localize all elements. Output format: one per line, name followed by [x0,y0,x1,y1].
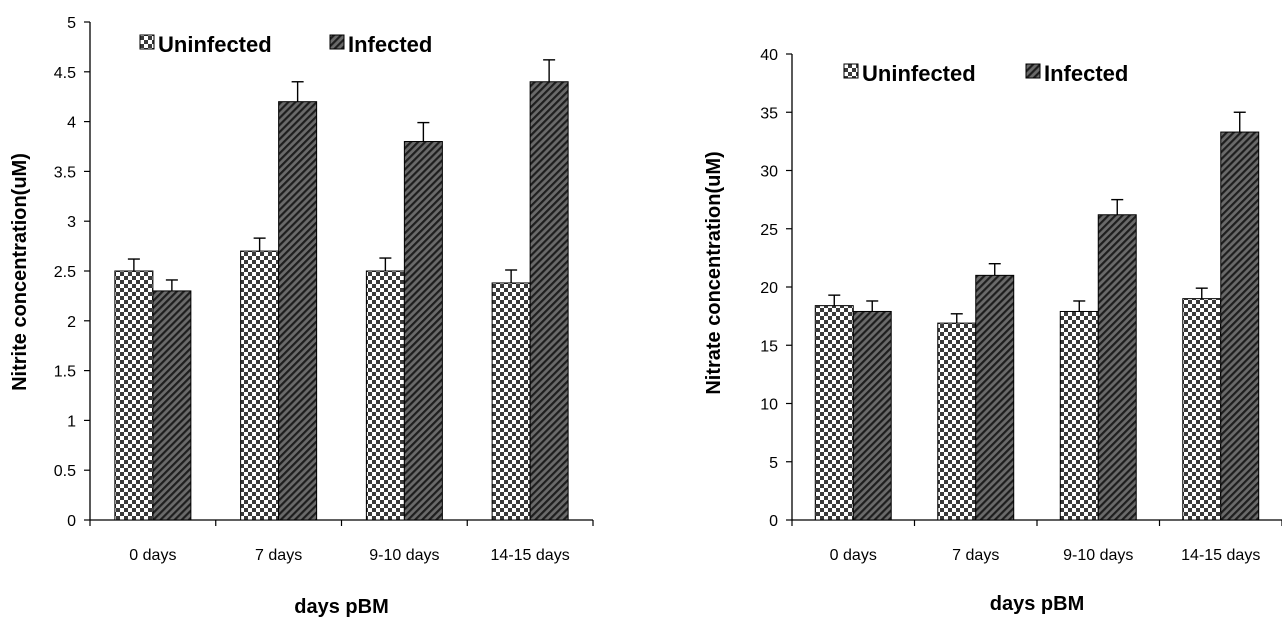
y-tick-label: 4.5 [54,65,76,82]
y-axis-title: Nitrite concentration(uM) [9,153,31,391]
bar-uninfected-2 [365,270,405,521]
y-tick-label: 4 [67,115,76,132]
legend-swatch-uninfected [139,34,155,50]
bar-uninfected-3 [1182,298,1222,521]
bar-uninfected-1 [937,322,977,521]
y-tick-label: 0.5 [54,463,76,480]
bar-uninfected-3 [491,282,531,521]
bar-infected-3 [529,81,569,521]
y-tick-label: 2 [67,314,76,331]
y-tick-label: 10 [760,397,778,414]
legend-label-infected: Infected [1044,61,1128,86]
y-tick-label: 15 [760,338,778,355]
legend-label-infected: Infected [348,32,432,57]
x-tick-label: 0 days [129,547,176,564]
bar-infected-0 [152,290,192,521]
bar-infected-2 [1097,214,1137,521]
bar-infected-1 [278,101,318,521]
y-tick-label: 3 [67,214,76,231]
y-tick-label: 3.5 [54,164,76,181]
legend-swatch-uninfected [843,63,859,79]
bar-uninfected-0 [814,305,854,521]
x-axis-title: days pBM [294,596,388,618]
bar-infected-0 [852,310,892,521]
x-tick-label: 7 days [952,547,999,564]
y-tick-label: 0 [769,513,778,530]
legend-label-uninfected: Uninfected [158,32,272,57]
y-tick-label: 35 [760,105,778,122]
y-tick-label: 2.5 [54,264,76,281]
bar-uninfected-1 [240,250,280,521]
bar-uninfected-0 [114,270,154,521]
x-tick-label: 14-15 days [1181,547,1260,564]
x-tick-label: 0 days [830,547,877,564]
y-tick-label: 25 [760,222,778,239]
y-axis-title: Nitrate concentration(uM) [703,151,725,394]
y-tick-label: 0 [67,513,76,530]
nitrite-chart: 0 0.5 1 1.5 2 2.5 3 3.5 4 4.5 5 0 days 7 days 9-10 da… [9,15,594,618]
bar-infected-3 [1220,131,1260,521]
x-tick-label: 9-10 days [1063,547,1133,564]
legend-label-uninfected: Uninfected [862,61,976,86]
y-tick-label: 1.5 [54,364,76,381]
bar-infected-1 [975,274,1015,521]
y-tick-label: 40 [760,47,778,64]
x-tick-label: 14-15 days [491,547,570,564]
y-tick-label: 20 [760,280,778,297]
bar-infected-2 [403,141,443,521]
nitrate-chart: 0 5 10 15 20 25 30 35 40 0 days 7 days 9-10 days 14-… [703,47,1282,615]
legend-swatch-infected [1025,63,1041,79]
bar-uninfected-2 [1059,310,1099,521]
legend-swatch-infected [329,34,345,50]
x-tick-label: 7 days [255,547,302,564]
y-tick-label: 5 [67,15,76,32]
x-axis-title: days pBM [990,593,1084,615]
x-tick-label: 9-10 days [369,547,439,564]
y-tick-label: 30 [760,164,778,181]
y-tick-label: 1 [67,413,76,430]
y-tick-label: 5 [769,455,778,472]
